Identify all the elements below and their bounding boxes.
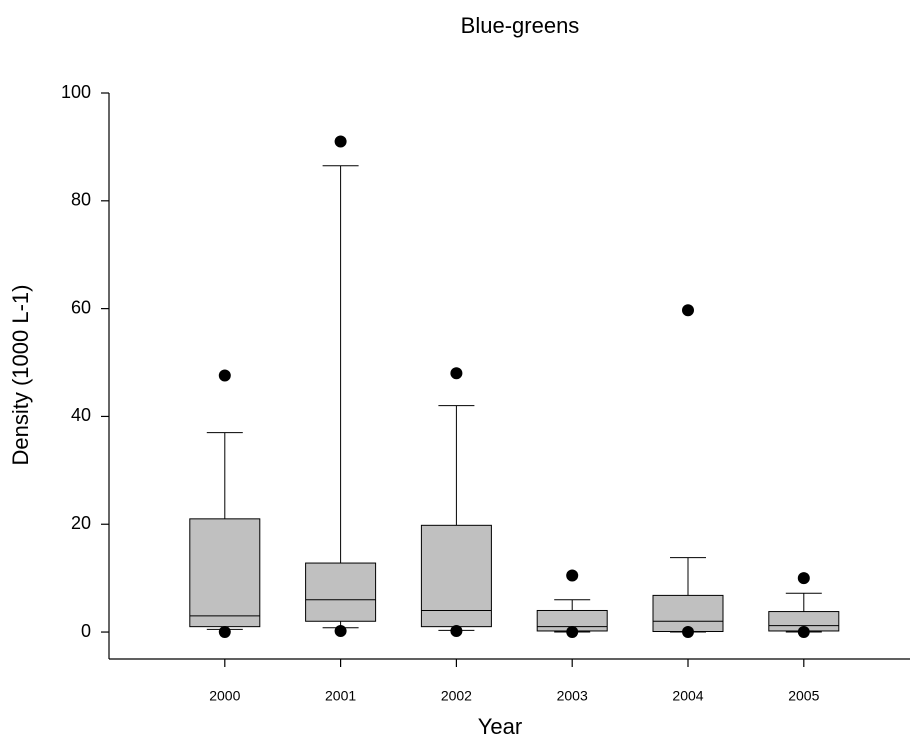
outlier [334, 135, 347, 148]
outlier [218, 626, 231, 639]
outlier [797, 572, 810, 585]
box [189, 518, 261, 628]
x-axis-label: Year [478, 714, 522, 739]
box [305, 562, 377, 622]
y-tick-label: 100 [61, 82, 91, 102]
x-tick-label: 2001 [325, 688, 356, 704]
outlier [334, 624, 347, 637]
chart-title: Blue-greens [461, 13, 580, 38]
outlier [682, 626, 694, 639]
outlier [797, 626, 810, 639]
outlier [566, 569, 579, 582]
y-axis-label: Density (1000 L-1) [8, 285, 33, 466]
box [420, 524, 492, 628]
y-tick-label: 20 [71, 513, 91, 533]
x-tick-label: 2003 [557, 688, 588, 704]
y-tick-label: 60 [71, 297, 91, 317]
outlier [450, 367, 463, 380]
x-tick-label: 2000 [209, 688, 240, 704]
x-tick-label: 2005 [788, 688, 819, 704]
x-tick-label: 2002 [441, 688, 472, 704]
outlier [218, 369, 231, 382]
outlier [450, 624, 463, 637]
y-tick-label: 0 [81, 621, 91, 641]
outlier [566, 626, 579, 639]
box [652, 594, 724, 633]
y-tick-label: 80 [71, 190, 91, 210]
y-tick-label: 40 [71, 405, 91, 425]
outlier [682, 304, 694, 317]
x-tick-label: 2004 [672, 688, 703, 704]
